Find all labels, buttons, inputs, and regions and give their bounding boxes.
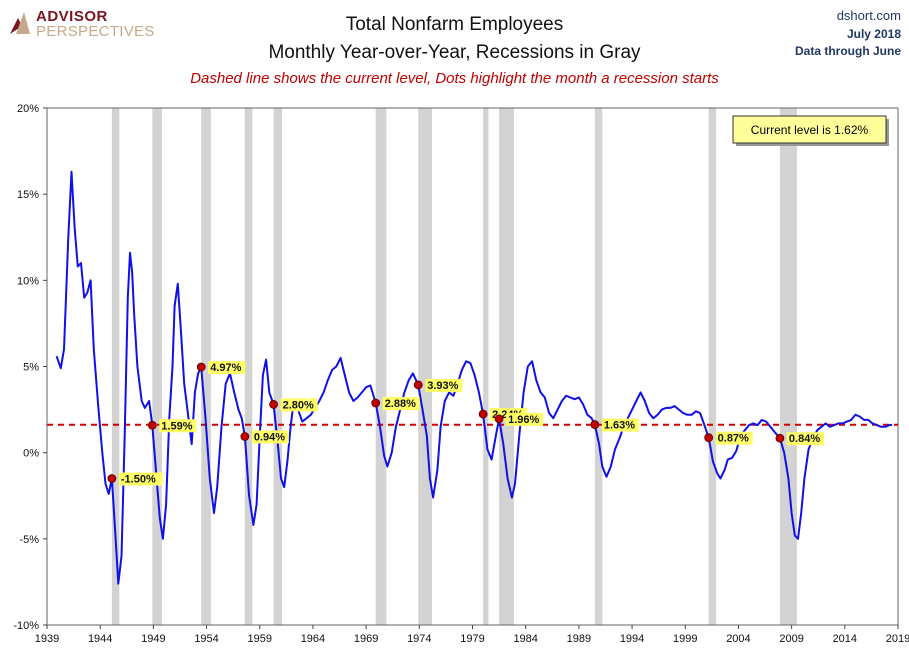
recession-start-dot — [494, 414, 504, 424]
data-label-bg — [506, 412, 544, 426]
recession-band — [375, 108, 387, 625]
recession-band — [594, 108, 603, 625]
x-tick-label: 2019 — [886, 633, 909, 645]
y-tick-label: -10% — [13, 620, 39, 632]
x-tick-label: 1994 — [620, 633, 644, 645]
y-tick-label: 0% — [23, 448, 39, 460]
x-tick-label: 1984 — [513, 633, 537, 645]
data-through: Data through June — [794, 44, 901, 58]
data-label-bg — [118, 472, 163, 486]
current-level-callout-text: Current level is 1.62% — [751, 123, 869, 137]
data-label: 0.84% — [789, 433, 820, 445]
y-tick-label: 5% — [23, 362, 39, 374]
recession-band — [273, 108, 283, 625]
data-label-bg — [601, 418, 639, 432]
recession-start-dot — [775, 433, 785, 443]
data-label: 3.93% — [427, 380, 458, 392]
recession-band — [418, 108, 433, 625]
logo-text-perspectives: PERSPECTIVES — [36, 23, 155, 40]
chart-subtitle: Monthly Year-over-Year, Recessions in Gr… — [268, 42, 641, 63]
recession-band — [499, 108, 514, 625]
recession-band — [483, 108, 489, 625]
publish-date: July 2018 — [846, 27, 901, 41]
data-label-bg — [382, 397, 420, 411]
recession-start-dot — [704, 433, 714, 443]
x-tick-label: 2014 — [833, 633, 857, 645]
recession-band — [779, 108, 797, 625]
x-tick-label: 1999 — [673, 633, 697, 645]
x-tick-label: 2004 — [726, 633, 750, 645]
recession-start-dot — [240, 432, 250, 441]
advisor-perspectives-logo: ADVISOR PERSPECTIVES — [6, 8, 154, 42]
data-label-bg — [425, 378, 463, 392]
source-site: dshort.com — [836, 8, 901, 23]
x-tick-label: 1959 — [248, 633, 272, 645]
data-label: 4.97% — [210, 362, 241, 374]
recession-start-dot — [478, 409, 488, 419]
recession-start-dot — [147, 420, 157, 430]
logo-mark-icon — [10, 12, 30, 34]
y-tick-label: -5% — [19, 534, 39, 546]
data-label: 2.88% — [385, 398, 416, 410]
series-line — [55, 170, 893, 585]
y-tick-label: 20% — [17, 103, 39, 115]
recession-start-dot — [371, 398, 381, 408]
x-tick-label: 1954 — [194, 633, 218, 645]
recession-band — [201, 108, 211, 625]
recession-band — [244, 108, 253, 625]
chart-title: Total Nonfarm Employees — [345, 14, 564, 35]
x-tick-label: 1949 — [141, 633, 165, 645]
data-label: 1.59% — [161, 420, 192, 432]
x-tick-label: 1944 — [88, 633, 112, 645]
x-tick-label: 1989 — [567, 633, 591, 645]
data-label: 2.80% — [283, 399, 314, 411]
x-tick-label: 1939 — [35, 633, 59, 645]
data-label: 1.63% — [604, 420, 635, 432]
x-tick-label: 1964 — [301, 633, 325, 645]
data-label: 1.96% — [508, 414, 539, 426]
recession-start-dot — [269, 400, 278, 409]
data-label: 0.87% — [718, 433, 749, 445]
data-label-bg — [208, 361, 246, 375]
recession-band — [152, 108, 162, 625]
recession-band — [111, 108, 120, 625]
y-tick-label: 15% — [17, 189, 39, 201]
logo-text-advisor: ADVISOR — [36, 8, 108, 25]
data-label: -1.50% — [121, 474, 156, 486]
x-tick-label: 1974 — [407, 633, 431, 645]
recession-start-dot — [590, 420, 600, 429]
data-label: 0.94% — [254, 431, 285, 443]
recession-band — [708, 108, 717, 625]
data-label-bg — [715, 431, 753, 445]
chart-note: Dashed line shows the current level, Dot… — [190, 70, 719, 87]
data-label-bg — [251, 430, 289, 444]
data-label-bg — [159, 419, 197, 433]
data-label-bg — [280, 398, 318, 412]
recession-start-dot — [107, 474, 117, 483]
x-tick-label: 1979 — [460, 633, 484, 645]
y-tick-label: 10% — [17, 275, 39, 287]
x-tick-label: 2009 — [779, 633, 803, 645]
current-level-callout — [732, 115, 887, 144]
recession-start-dot — [196, 362, 206, 372]
x-tick-label: 1969 — [354, 633, 378, 645]
recession-start-dot — [413, 380, 423, 390]
data-label-bg — [786, 432, 824, 446]
